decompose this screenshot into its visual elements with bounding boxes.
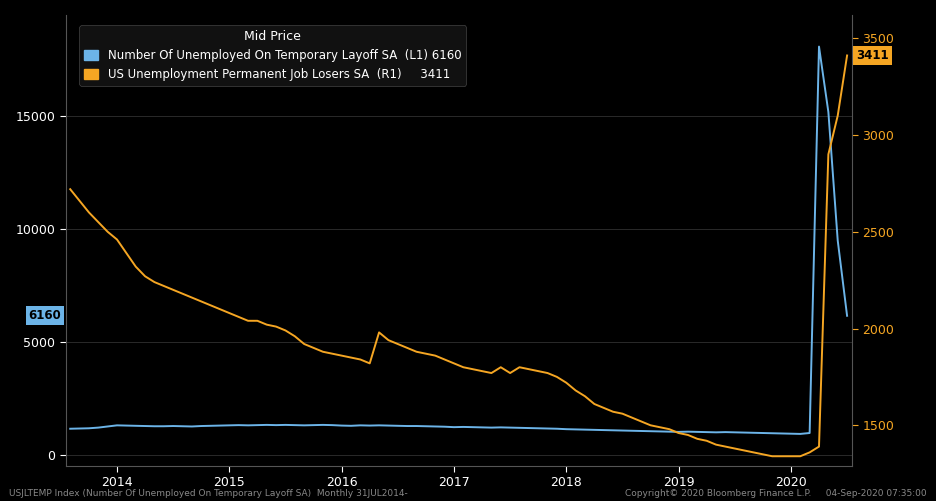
Legend: Number Of Unemployed On Temporary Layoff SA  (L1) 6160, US Unemployment Permanen: Number Of Unemployed On Temporary Layoff… <box>80 26 466 86</box>
Text: Copyright© 2020 Bloomberg Finance L.P.     04-Sep-2020 07:35:00: Copyright© 2020 Bloomberg Finance L.P. 0… <box>625 489 927 498</box>
Text: 3411: 3411 <box>856 49 888 62</box>
Text: USJLTEMP Index (Number Of Unemployed On Temporary Layoff SA)  Monthly 31JUL2014-: USJLTEMP Index (Number Of Unemployed On … <box>9 489 408 498</box>
Text: 6160: 6160 <box>29 309 62 322</box>
